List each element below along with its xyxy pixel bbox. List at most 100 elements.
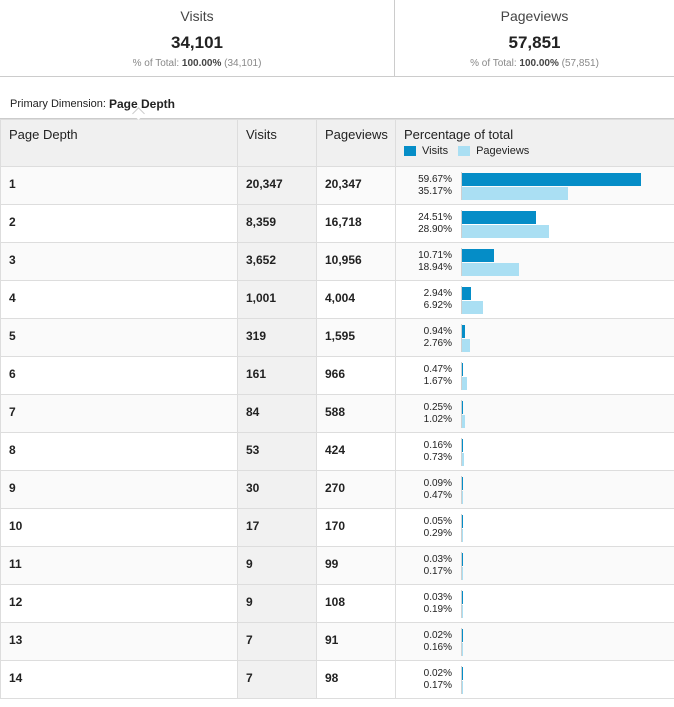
percentage-bars: 0.05% 0.29% <box>396 509 674 546</box>
pageviews-pct-label: 2.76% <box>423 338 452 349</box>
pageviews-scorecard-label: Pageviews <box>500 8 569 24</box>
page-depth-cell[interactable]: 7 <box>0 394 238 433</box>
table-row: 6 161 966 0.47% 1.67% <box>0 356 674 395</box>
percentage-cell: 0.94% 2.76% <box>395 318 674 357</box>
header-percentage[interactable]: Percentage of total Visits Pageviews <box>395 119 674 167</box>
percentage-labels: 0.25% 1.02% <box>396 402 452 426</box>
visits-bar <box>462 629 463 642</box>
pageviews-bar <box>462 301 483 314</box>
pageviews-pct-label: 1.67% <box>423 376 452 387</box>
visits-cell: 161 <box>237 356 317 395</box>
page-depth-cell[interactable]: 12 <box>0 584 238 623</box>
percentage-labels: 0.02% 0.16% <box>396 630 452 654</box>
percentage-labels: 0.05% 0.29% <box>396 516 452 540</box>
percentage-labels: 2.94% 6.92% <box>396 288 452 312</box>
header-page-depth[interactable]: Page Depth <box>0 119 238 167</box>
pageviews-total: (57,851) <box>561 58 599 69</box>
percentage-bars: 2.94% 6.92% <box>396 281 674 318</box>
page-depth-value: 9 <box>9 481 16 495</box>
header-pageviews[interactable]: Pageviews <box>316 119 396 167</box>
visits-cell: 1,001 <box>237 280 317 319</box>
bar-axis <box>461 400 462 428</box>
page-depth-cell[interactable]: 6 <box>0 356 238 395</box>
visits-pct: 100.00% <box>181 58 222 69</box>
percentage-labels: 0.03% 0.17% <box>396 554 452 578</box>
percentage-cell: 0.05% 0.29% <box>395 508 674 547</box>
page-depth-value: 2 <box>9 215 16 229</box>
percentage-bars: 0.09% 0.47% <box>396 471 674 508</box>
page-depth-cell[interactable]: 9 <box>0 470 238 509</box>
percentage-cell: 0.02% 0.16% <box>395 622 674 661</box>
page-depth-cell[interactable]: 2 <box>0 204 238 243</box>
percentage-cell: 24.51% 28.90% <box>395 204 674 243</box>
header-percentage-label: Percentage of total <box>404 127 514 142</box>
percentage-bars: 0.02% 0.16% <box>396 623 674 660</box>
percentage-labels: 0.03% 0.19% <box>396 592 452 616</box>
pageviews-value: 91 <box>325 633 339 647</box>
pageviews-pct-prefix: % of Total: <box>470 58 517 69</box>
pageviews-value: 1,595 <box>325 329 356 343</box>
pageviews-value: 170 <box>325 519 346 533</box>
pageviews-pct-label: 35.17% <box>418 186 452 197</box>
page-depth-cell[interactable]: 1 <box>0 166 238 205</box>
pageviews-bar <box>462 529 463 542</box>
bar-axis <box>461 362 462 390</box>
visits-pct-label: 2.94% <box>423 288 452 299</box>
page-depth-value: 12 <box>9 595 23 609</box>
pageviews-scorecard-value: 57,851 <box>508 33 561 52</box>
percentage-cell: 0.25% 1.02% <box>395 394 674 433</box>
visits-cell: 84 <box>237 394 317 433</box>
page-depth-cell[interactable]: 5 <box>0 318 238 357</box>
page-depth-value: 1 <box>9 177 16 191</box>
pageviews-cell: 1,595 <box>316 318 396 357</box>
table-row: 4 1,001 4,004 2.94% 6.92% <box>0 280 674 319</box>
pageviews-pct-label: 0.29% <box>423 528 452 539</box>
pageviews-pct-label: 0.19% <box>423 604 452 615</box>
pageviews-value: 108 <box>325 595 346 609</box>
primary-dimension-bar: Primary Dimension: Page Depth <box>0 77 674 120</box>
pageviews-pct-label: 18.94% <box>418 262 452 273</box>
legend-visits-label: Visits <box>422 145 449 157</box>
visits-bar <box>462 515 463 528</box>
page-depth-cell[interactable]: 10 <box>0 508 238 547</box>
pageviews-cell: 270 <box>316 470 396 509</box>
pageviews-pct-label: 0.17% <box>423 680 452 691</box>
page-depth-cell[interactable]: 11 <box>0 546 238 585</box>
page-depth-cell[interactable]: 13 <box>0 622 238 661</box>
page-depth-value: 4 <box>9 291 16 305</box>
visits-bar <box>462 401 463 414</box>
page-depth-cell[interactable]: 3 <box>0 242 238 281</box>
primary-dimension-selected[interactable]: Page Depth <box>109 97 176 111</box>
pageviews-scorecard[interactable]: Pageviews 57,851 % of Total: 100.00% (57… <box>395 0 674 76</box>
pageviews-pct-label: 0.47% <box>423 490 452 501</box>
visits-bar <box>462 439 463 452</box>
pageviews-cell: 91 <box>316 622 396 661</box>
page-depth-value: 13 <box>9 633 23 647</box>
visits-cell: 30 <box>237 470 317 509</box>
legend-pageviews-label: Pageviews <box>476 145 530 157</box>
percentage-bars: 0.03% 0.19% <box>396 585 674 622</box>
bar-axis <box>461 438 462 466</box>
visits-pct-label: 24.51% <box>418 212 452 223</box>
visits-cell: 319 <box>237 318 317 357</box>
pageviews-value: 10,956 <box>325 253 362 267</box>
visits-bar <box>462 287 471 300</box>
visits-cell: 17 <box>237 508 317 547</box>
visits-scorecard-label: Visits <box>180 8 214 24</box>
table-header-row: Page Depth Visits Pageviews Percentage o… <box>0 119 674 167</box>
page-depth-cell[interactable]: 4 <box>0 280 238 319</box>
pageviews-bar <box>462 339 471 352</box>
page-depth-value: 3 <box>9 253 16 267</box>
pageviews-value: 966 <box>325 367 346 381</box>
pageviews-cell: 99 <box>316 546 396 585</box>
visits-value: 7 <box>246 671 253 685</box>
page-depth-cell[interactable]: 8 <box>0 432 238 471</box>
page-depth-cell[interactable]: 14 <box>0 660 238 699</box>
pageviews-scorecard-total: % of Total: 100.00% (57,851) <box>395 58 674 70</box>
header-visits[interactable]: Visits <box>237 119 317 167</box>
visits-pct-label: 0.03% <box>423 554 452 565</box>
pageviews-cell: 16,718 <box>316 204 396 243</box>
percentage-labels: 0.94% 2.76% <box>396 326 452 350</box>
percentage-cell: 0.16% 0.73% <box>395 432 674 471</box>
visits-scorecard[interactable]: Visits 34,101 % of Total: 100.00% (34,10… <box>0 0 395 76</box>
